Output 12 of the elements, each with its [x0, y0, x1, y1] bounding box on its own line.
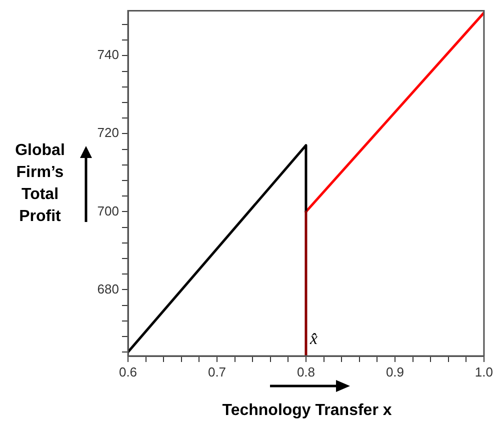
- x-tick-label: 0.6: [118, 364, 138, 380]
- y-tick-label: 700: [97, 203, 119, 218]
- x-tick-label: 0.9: [386, 364, 404, 380]
- x-axis-title: Technology Transfer x: [221, 402, 393, 420]
- x-tick-label: 1.0: [474, 364, 494, 380]
- y-axis-title: Global Firm’s Total Profit: [14, 141, 66, 227]
- x-tick-label: 0.8: [296, 364, 316, 380]
- annotation: x̂: [308, 329, 318, 348]
- y-tick-label: 680: [97, 281, 119, 296]
- x-tick-label: 0.7: [208, 364, 226, 380]
- y-tick-label: 720: [97, 125, 119, 140]
- y-tick-label: 740: [97, 47, 119, 62]
